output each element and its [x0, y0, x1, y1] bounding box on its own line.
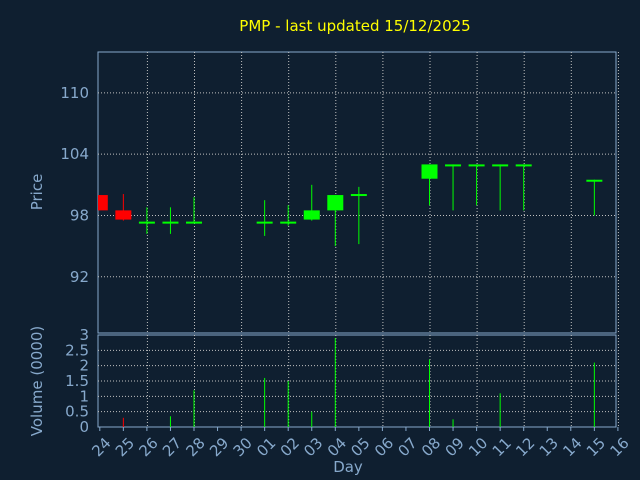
candle-body	[98, 195, 108, 211]
price-tick-label: 110	[60, 84, 89, 102]
x-tick-label: 26	[135, 434, 161, 460]
x-tick-label: 24	[88, 434, 114, 460]
x-tick-label: 01	[253, 434, 279, 460]
x-tick-label: 06	[371, 434, 397, 460]
candle-body	[492, 164, 509, 167]
volume-tick-label: 1.5	[65, 372, 89, 390]
candle-body	[445, 164, 462, 167]
candle-body	[138, 221, 155, 224]
x-tick-label: 15	[583, 434, 609, 460]
volume-bars	[122, 338, 595, 427]
x-tick-label: 12	[512, 434, 538, 460]
volume-panel: 00.511.522.53 Volume (0000)	[28, 326, 619, 436]
price-tick-label: 104	[60, 145, 89, 163]
x-tick-label: 02	[277, 434, 303, 460]
x-tick-label: 25	[112, 434, 138, 460]
candle-body	[350, 194, 367, 197]
volume-y-ticks: 00.511.522.53	[65, 326, 89, 436]
candle-body	[115, 210, 132, 220]
volume-tick-label: 0.5	[65, 403, 89, 421]
price-y-ticks: 92 98 104 110	[60, 84, 89, 286]
price-tick-label: 92	[70, 268, 89, 286]
candle-body	[256, 221, 273, 224]
candle-body	[421, 164, 438, 179]
x-tick-label: 28	[183, 434, 209, 460]
volume-grid	[98, 335, 619, 427]
x-tick-label: 11	[489, 434, 515, 460]
price-axis-label: Price	[28, 174, 46, 211]
price-grid	[98, 52, 619, 333]
x-tick-label: 14	[559, 434, 585, 460]
candle-body	[186, 221, 202, 224]
volume-tick-label: 0	[79, 418, 89, 436]
x-tick-label: 03	[300, 434, 326, 460]
x-axis-label: Day	[333, 458, 363, 476]
volume-tick-label: 1	[79, 387, 89, 405]
candle-body	[468, 164, 485, 167]
candle-body	[327, 195, 344, 211]
x-tick-label: 27	[159, 434, 185, 460]
candle-body	[586, 179, 603, 182]
volume-tick-label: 3	[79, 326, 89, 344]
candle-body	[162, 221, 179, 224]
x-tick-label: 05	[347, 434, 373, 460]
volume-tick-label: 2	[79, 357, 89, 375]
x-tick-label: 13	[536, 434, 562, 460]
x-tick-label: 07	[394, 434, 420, 460]
x-tick-label: 29	[206, 434, 232, 460]
candles	[98, 164, 603, 247]
price-panel: 92 98 104 110 Price	[28, 51, 619, 334]
x-tick-label: 08	[418, 434, 444, 460]
price-panel-frame	[97, 51, 617, 334]
candle-body	[515, 164, 532, 167]
volume-tick-label: 2.5	[65, 341, 89, 359]
x-tick-label: 16	[606, 434, 632, 460]
x-tick-label: 10	[465, 434, 491, 460]
x-ticks: 2425262728293001020304050607080910111213…	[88, 427, 633, 460]
price-tick-label: 98	[70, 206, 89, 224]
volume-axis-label: Volume (0000)	[28, 326, 46, 436]
x-tick-label: 04	[324, 434, 350, 460]
x-tick-label: 09	[442, 434, 468, 460]
chart-title: PMP - last updated 15/12/2025	[239, 17, 470, 35]
candle-body	[280, 221, 297, 224]
x-tick-label: 30	[230, 434, 256, 460]
candle-body	[303, 210, 320, 220]
